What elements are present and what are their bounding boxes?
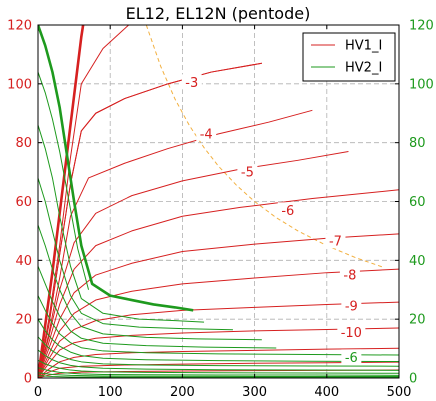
chart-legend: HV1_I HV2_I [302, 32, 396, 82]
curve-label: -3 [185, 76, 198, 91]
chart-title: EL12, EL12N (pentode) [126, 4, 311, 23]
hv2-curve-series-16 [38, 124, 205, 323]
curve-label: -4 [200, 127, 213, 142]
y-tick-label: 60 [15, 195, 32, 210]
curve-label-background [181, 74, 202, 90]
y-axis-ticks-left: 0 20 40 60 80 100 120 [7, 19, 42, 387]
curve-label-background [339, 267, 360, 283]
y-tick-label: 0 [24, 372, 32, 387]
y-tick-label: 100 [7, 77, 32, 92]
y2-tick-label: 40 [409, 254, 426, 269]
curve-label-background [237, 164, 258, 180]
hv1-curve-series-5 [38, 150, 349, 378]
y-tick-label: 80 [15, 136, 32, 151]
x-tick-label: 500 [387, 385, 412, 400]
hv1-curve-series-6 [38, 189, 399, 378]
hv2-curve-series-25 [38, 367, 399, 376]
legend-label: HV2_I [345, 61, 382, 76]
curve-label-background [196, 125, 217, 141]
hv2-curve-series-27 [38, 375, 399, 378]
hv1-curve-series-10 [38, 327, 399, 378]
y-tick-label: 20 [15, 313, 32, 328]
curve-labels: -3 -4 -5 -6 -7 -8 -9 -10 -6 [181, 74, 366, 366]
y2-tick-label: 60 [409, 195, 426, 210]
hv1-curve-series-7 [38, 233, 399, 378]
hv2-curve-series-26 [38, 372, 399, 378]
y-tick-label: 40 [15, 254, 32, 269]
hv2-curve-series-17 [38, 177, 233, 331]
curve-label: -6 [345, 351, 358, 366]
curve-label: -9 [345, 299, 358, 314]
y-tick-label: 120 [7, 19, 32, 34]
curve-label: -8 [343, 269, 356, 284]
x-tick-label: 400 [314, 385, 339, 400]
curve-label-background [341, 349, 362, 365]
curve-label-background [325, 233, 346, 249]
hv2-curve-series-20 [38, 295, 399, 356]
hv2-curve-series-19 [38, 266, 277, 349]
x-tick-label: 0 [34, 385, 42, 400]
legend-label: HV1_I [345, 39, 382, 54]
hv1-curve-series-0 [38, 25, 85, 378]
hv2-curve-series-18 [38, 224, 262, 341]
y2-tick-label: 0 [409, 372, 417, 387]
hv1-curve-series-11 [38, 347, 399, 378]
hv2-curve-series-23 [38, 349, 399, 371]
curve-label: -10 [341, 326, 362, 341]
curve-label-background [277, 202, 298, 218]
hv1-curve-series-9 [38, 301, 399, 378]
curve-label-background [341, 297, 362, 313]
y2-tick-label: 100 [409, 77, 434, 92]
curve-label: -6 [281, 204, 294, 219]
hv2-curve-series-21 [38, 318, 399, 363]
hv2-curve-series-15 [38, 71, 90, 290]
curve-label: -5 [241, 166, 254, 181]
legend-box [302, 32, 396, 82]
x-tick-label: 200 [170, 385, 195, 400]
hv2-curve-series-14 [38, 25, 194, 312]
y2-tick-label: 80 [409, 136, 426, 151]
hv1-curve-series-1 [38, 25, 130, 378]
curve-label-background [337, 324, 366, 340]
curve-label: -7 [329, 235, 342, 250]
hv2-curve-series-24 [38, 359, 399, 374]
y2-tick-label: 20 [409, 313, 426, 328]
x-axis-ticks: 0 100 200 300 400 500 [34, 25, 412, 400]
x-tick-label: 300 [242, 385, 267, 400]
y-axis-ticks-right: 0 20 40 60 80 100 120 [395, 19, 434, 387]
hv2-curve-series-22 [38, 336, 399, 367]
x-tick-label: 100 [98, 385, 123, 400]
y2-tick-label: 120 [409, 19, 434, 34]
